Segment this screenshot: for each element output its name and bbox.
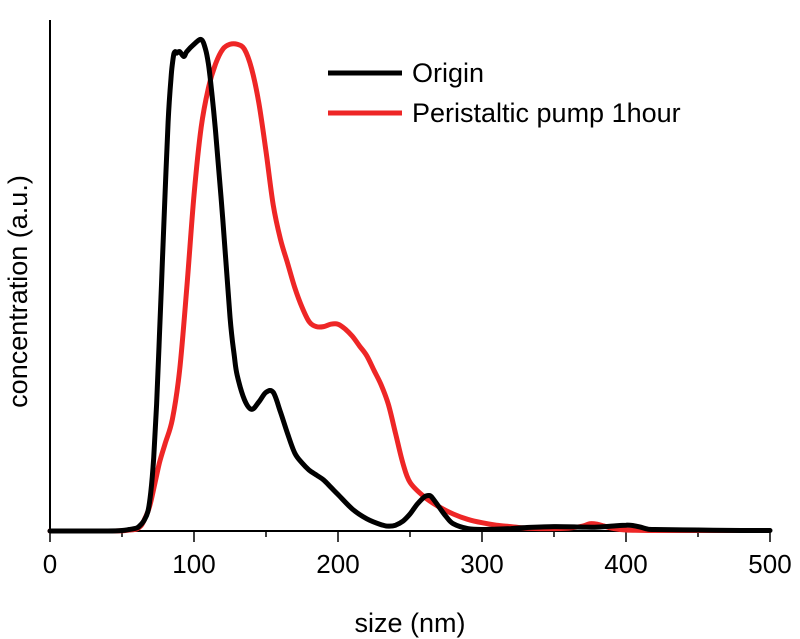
x-tick-label: 400: [604, 549, 647, 579]
x-tick-label: 100: [172, 549, 215, 579]
legend-label: Origin: [412, 58, 484, 88]
data-series: [47, 36, 773, 534]
axes: [49, 20, 770, 532]
x-axis-title: size (nm): [354, 608, 465, 638]
x-ticks: 0 100 200 300 400 500: [43, 531, 792, 579]
x-tick-label: 200: [316, 549, 359, 579]
x-tick-label: 300: [460, 549, 503, 579]
legend: Origin Peristaltic pump 1hour: [328, 58, 681, 128]
y-axis-title: concentration (a.u.): [3, 175, 33, 408]
x-tick-label: 0: [43, 549, 57, 579]
legend-label: Peristaltic pump 1hour: [412, 98, 681, 128]
series-line-origin: [47, 36, 773, 534]
x-tick-label: 500: [748, 549, 791, 579]
